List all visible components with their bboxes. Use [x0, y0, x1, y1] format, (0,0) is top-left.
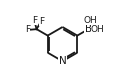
Text: B: B — [85, 24, 92, 34]
Text: F: F — [39, 17, 44, 26]
Text: N: N — [59, 56, 66, 66]
Text: OH: OH — [84, 16, 98, 25]
Text: F: F — [32, 16, 37, 25]
Text: F: F — [25, 25, 30, 34]
Text: OH: OH — [91, 25, 104, 34]
